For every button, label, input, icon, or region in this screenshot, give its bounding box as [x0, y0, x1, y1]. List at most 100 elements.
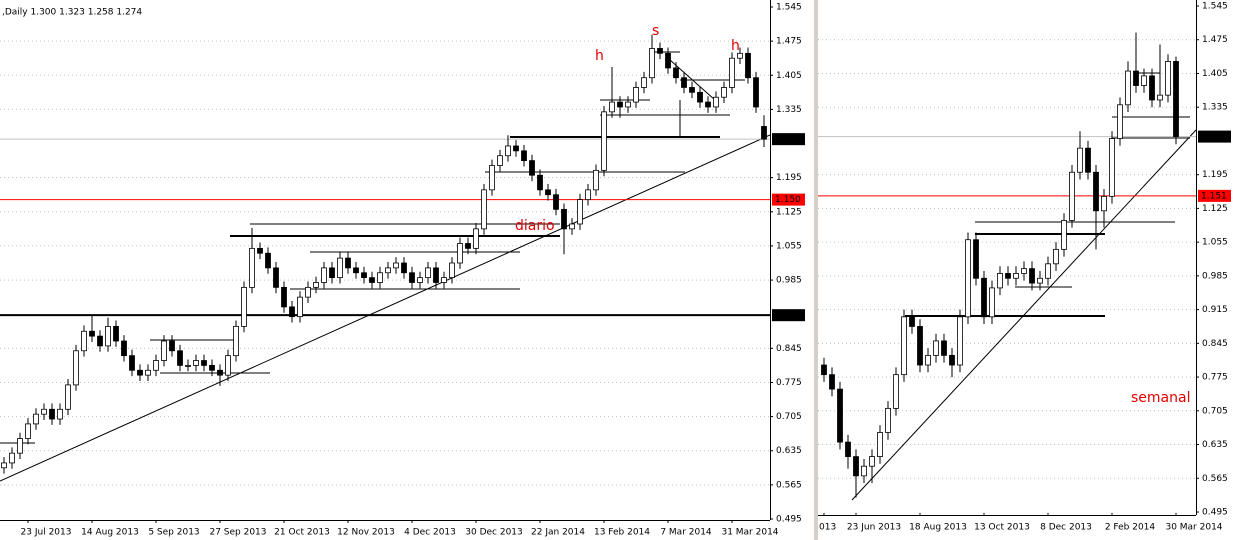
candle-body [949, 354, 955, 366]
candle-body [377, 272, 383, 283]
y-tick-label: 0.985 [776, 276, 802, 286]
candle-body [89, 330, 95, 337]
candle-body [105, 325, 111, 347]
candle-body [1021, 268, 1027, 274]
candle-body [885, 407, 891, 433]
candle-body [473, 228, 479, 249]
candle-body [57, 408, 63, 420]
candle-body [361, 272, 367, 279]
candle-body [65, 384, 71, 410]
price-tag [772, 309, 805, 322]
candle-body [957, 316, 963, 366]
candle-body [577, 199, 583, 225]
daily-drawings [0, 51, 771, 482]
candle-body [941, 340, 947, 356]
price-tag [1198, 189, 1231, 202]
candle-body [321, 267, 327, 283]
x-tick-label: 14 Aug 2013 [81, 528, 139, 538]
y-tick-label: 1.125 [1202, 204, 1228, 214]
candle-body [965, 239, 971, 318]
candle-body [1045, 263, 1051, 279]
candle-body [861, 465, 867, 477]
x-tick-label: 22 Jan 2014 [531, 528, 585, 538]
x-tick-label: 31 Mar 2014 [721, 528, 778, 538]
candle-body [449, 262, 455, 279]
candle-body [353, 267, 359, 274]
annotation: s [652, 23, 659, 39]
y-tick-label: 0.635 [1202, 440, 1228, 450]
candle-body [545, 189, 551, 196]
annotation: h [731, 38, 740, 54]
candle-body [233, 325, 239, 357]
candle-body [209, 364, 215, 371]
candle-body [721, 87, 727, 98]
candle-body [665, 52, 671, 69]
candle-body [225, 355, 231, 376]
candle-body [561, 208, 567, 230]
y-tick-label: 0.705 [776, 412, 802, 422]
candle-body [249, 247, 255, 288]
candle-body [1117, 104, 1123, 139]
candle-body [241, 286, 247, 327]
candle-body [901, 316, 907, 376]
candle-body [925, 354, 931, 366]
candle-body [1061, 220, 1067, 250]
candle-body [49, 408, 55, 420]
candle-body [257, 247, 263, 254]
y-tick-label: 1.055 [1202, 238, 1228, 248]
candle-body [1109, 138, 1115, 197]
candle-body [697, 91, 703, 103]
candle-body [1141, 75, 1147, 86]
candle-body [1, 462, 7, 469]
candle-body [625, 101, 631, 108]
x-tick-label: 13 Feb 2014 [594, 528, 650, 538]
candle-body [185, 364, 191, 367]
candle-body [837, 388, 843, 443]
candle-body [521, 150, 527, 162]
y-tick-label: 0.705 [1202, 406, 1228, 416]
candle-body [641, 77, 647, 88]
candle-body [1157, 94, 1163, 101]
candle-body [201, 360, 207, 366]
y-tick-label: 1.475 [1202, 35, 1228, 45]
x-tick-label: 27 Sep 2013 [209, 528, 266, 538]
price-tag-label: 1.150 [775, 195, 801, 205]
candle-body [1165, 61, 1171, 96]
candle-body [33, 413, 39, 425]
candle-body [409, 272, 415, 283]
y-tick-label: 1.405 [776, 71, 802, 81]
candle-body [569, 223, 575, 230]
candle-body [457, 243, 463, 264]
candle-body [481, 189, 487, 230]
candle-body [869, 456, 875, 467]
candle-body [1029, 268, 1035, 284]
candle-body [369, 277, 375, 283]
y-tick-label: 0.565 [1202, 474, 1228, 484]
candle-body [505, 145, 511, 157]
candle-body [489, 165, 495, 191]
y-tick-label: 1.125 [776, 207, 802, 217]
y-tick-label: 0.985 [1202, 271, 1228, 281]
y-tick-label: 0.915 [1202, 305, 1228, 315]
annotation: semanal [1131, 390, 1190, 406]
y-tick-label: 1.195 [1202, 170, 1228, 180]
candle-body [609, 101, 615, 113]
candle-body [893, 374, 899, 409]
candle-body [689, 87, 695, 93]
candle-body [1037, 277, 1043, 284]
candle-body [121, 340, 127, 357]
candle-body [73, 350, 79, 386]
candle-body [553, 194, 559, 210]
candle-body [745, 52, 751, 79]
panel-separator [814, 0, 818, 540]
candle-body [1093, 171, 1099, 212]
candle-body [673, 67, 679, 79]
trendline [0, 134, 771, 482]
candle-body [17, 438, 23, 454]
y-tick-label: 0.635 [776, 446, 802, 456]
candle-body [981, 277, 987, 318]
candle-body [729, 57, 735, 88]
candle-body [761, 126, 767, 140]
